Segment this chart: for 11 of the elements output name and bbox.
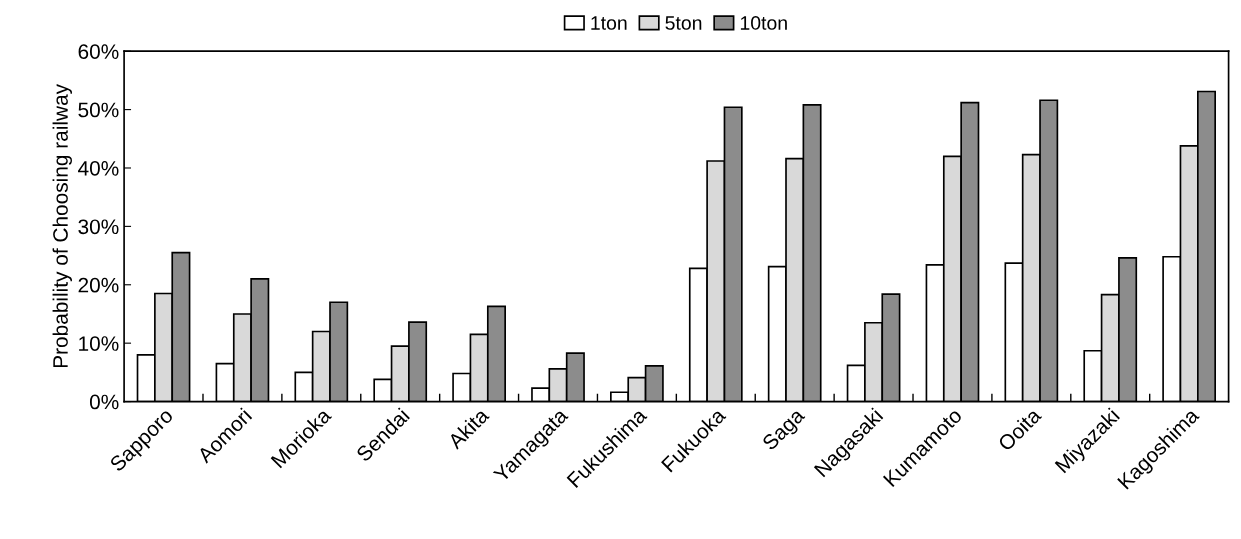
y-tick-label: 10% <box>79 336 119 351</box>
legend-label: 5ton <box>665 16 702 30</box>
legend-label: 1ton <box>591 16 627 30</box>
y-axis-title: Probability of Choosing railway <box>52 83 72 368</box>
y-tick-label: 50% <box>78 102 119 118</box>
legend-label: 10ton <box>740 16 787 30</box>
y-tick-label: 30% <box>78 219 119 235</box>
y-tick-label: 40% <box>78 160 119 176</box>
y-tick-label: 60% <box>78 44 119 59</box>
y-tick-label: 20% <box>78 277 119 293</box>
y-tick-label: 0% <box>89 394 119 410</box>
